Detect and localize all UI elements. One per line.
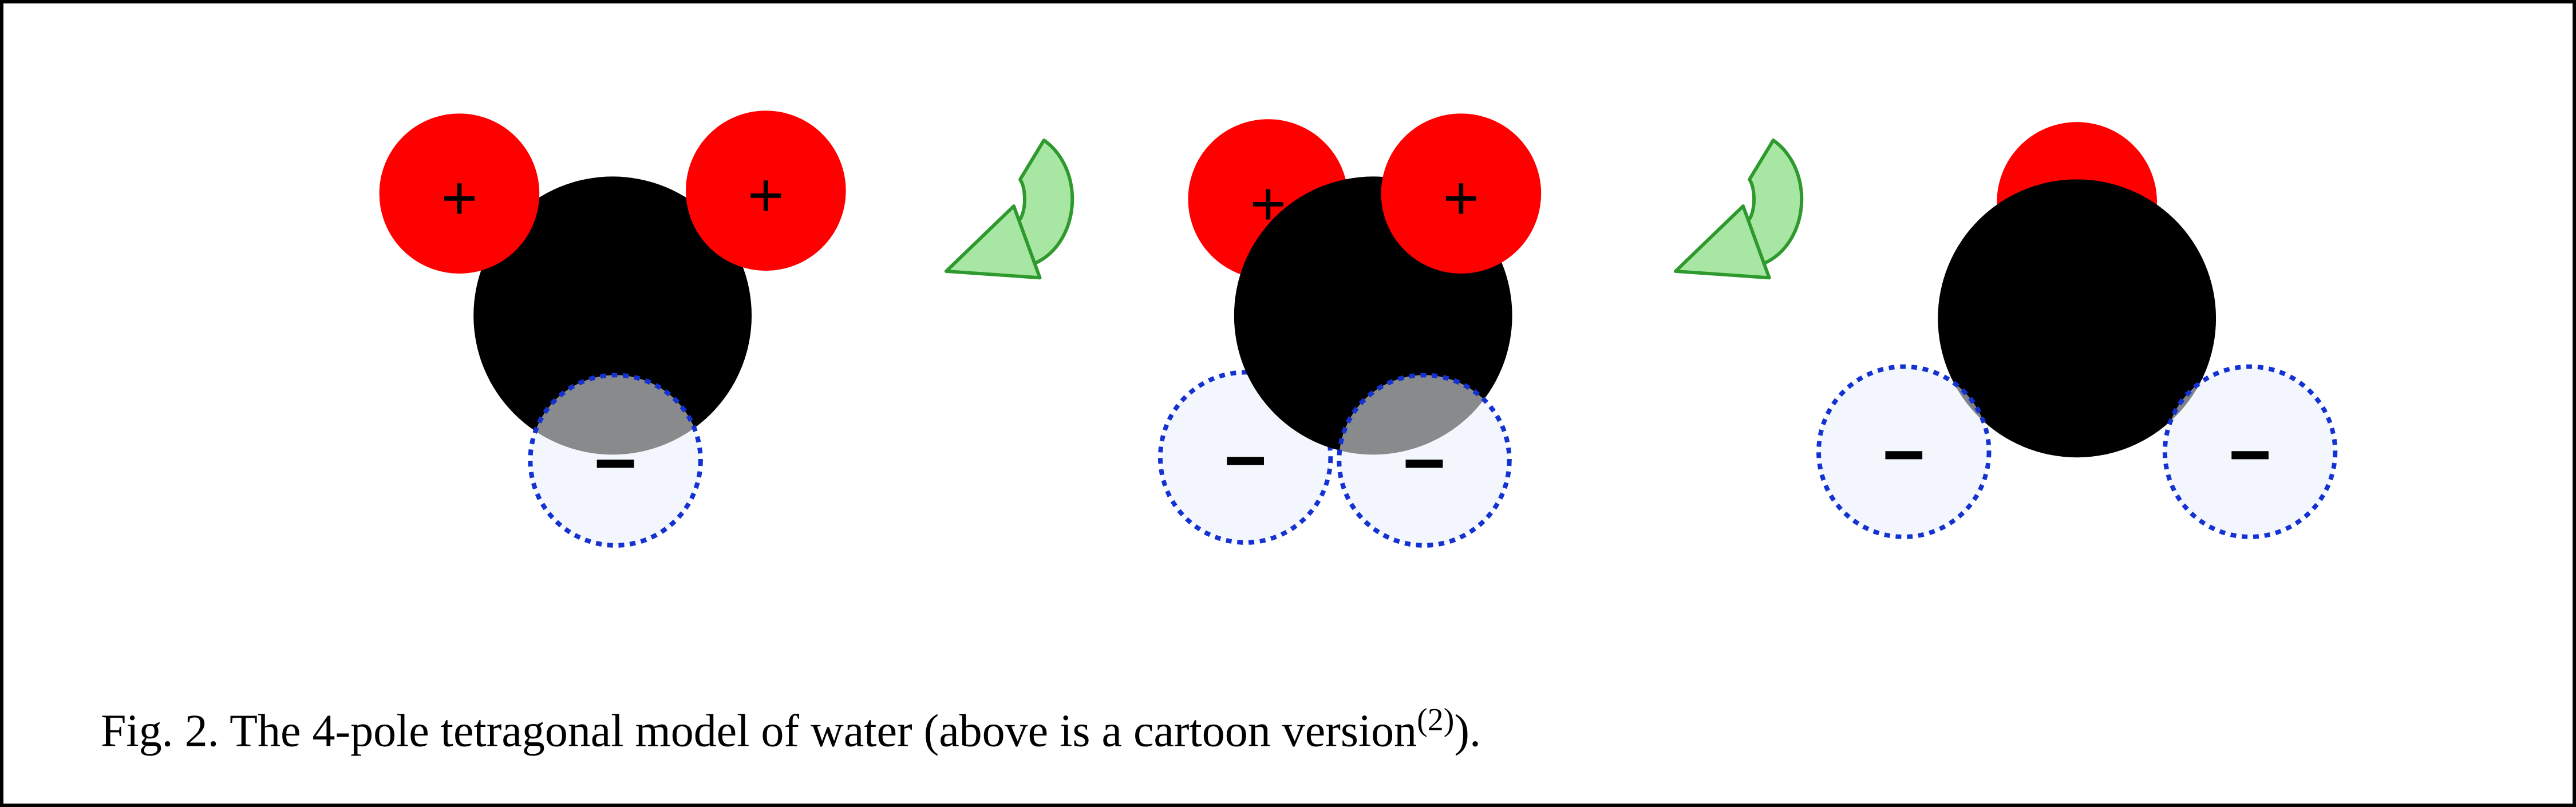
caption-superscript: (2) <box>1417 702 1454 738</box>
svg-text:+: + <box>441 163 478 233</box>
svg-text:−: − <box>594 422 637 504</box>
rotation-arrow-icon <box>946 140 1072 278</box>
hydrogen-atom: + <box>380 114 539 273</box>
view-oblique: +−−−+ <box>1160 114 1540 545</box>
caption-suffix: ). <box>1454 706 1481 757</box>
svg-text:−: − <box>1402 422 1445 504</box>
rotation-arrow-icon <box>1676 140 1801 278</box>
view-side: +−− <box>1819 122 2335 537</box>
figure-caption: Fig. 2. The 4-pole tetragonal model of w… <box>101 702 1481 758</box>
svg-text:+: + <box>1443 163 1480 233</box>
diagram-canvas: −−+++−−−++−− <box>3 3 2573 804</box>
lone-pair: − <box>1819 367 1989 537</box>
svg-text:−: − <box>1882 413 1925 496</box>
figure-frame: −−+++−−−++−− Fig. 2. The 4-pole tetragon… <box>0 0 2576 807</box>
hydrogen-atom: + <box>686 111 846 270</box>
view-front: −−++ <box>380 111 846 545</box>
svg-text:−: − <box>2229 413 2271 496</box>
caption-prefix: Fig. 2. The 4-pole tetragonal model of w… <box>101 706 1417 757</box>
lone-pair: − <box>2165 367 2335 537</box>
svg-text:+: + <box>748 160 784 230</box>
svg-text:−: − <box>1224 419 1267 501</box>
hydrogen-atom: + <box>1382 114 1541 273</box>
